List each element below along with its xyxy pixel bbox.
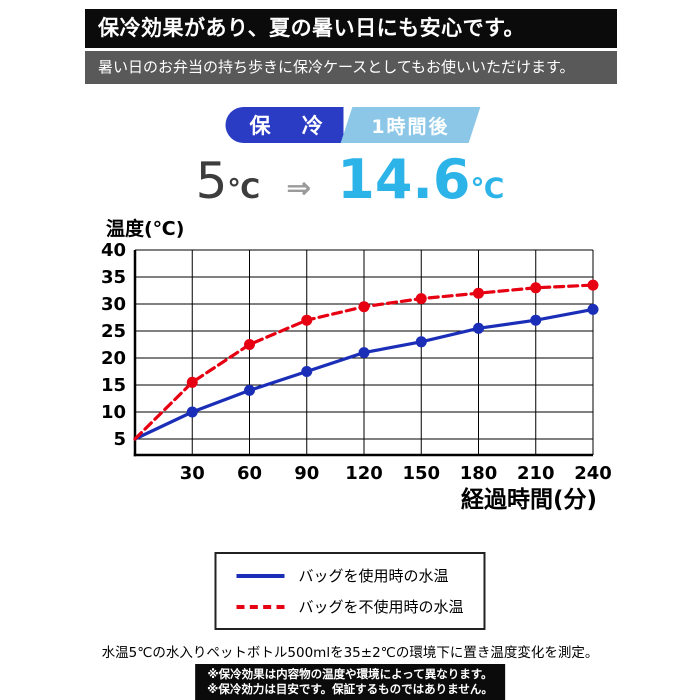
disclaimer-line-1: ※保冷効果は内容物の温度や環境によって異なります。 xyxy=(207,667,493,681)
svg-text:150: 150 xyxy=(402,463,440,484)
chart-y-axis-label: 温度(℃) xyxy=(106,218,185,240)
svg-text:60: 60 xyxy=(237,463,262,484)
legend-line-dashed xyxy=(236,604,285,609)
temperature-after-value: 14.6 xyxy=(337,148,471,211)
svg-text:25: 25 xyxy=(101,321,126,342)
disclaimer-line-2: ※保冷効力は目安です。保証するものではありません。 xyxy=(207,682,493,696)
subheadline-banner: 暑い日のお弁当の持ち歩きに保冷ケースとしてもお使いいただけます。 xyxy=(85,51,617,84)
chart-x-axis-label: 経過時間(分) xyxy=(460,487,597,513)
cooling-badge-time-label: 1時間後 xyxy=(371,115,450,138)
headline-banner: 保冷効果があり、夏の暑い日にも安心です。 xyxy=(85,9,617,48)
legend-line-solid xyxy=(236,573,285,578)
cooling-badge-time: 1時間後 xyxy=(340,107,481,143)
svg-text:210: 210 xyxy=(517,463,555,484)
cooling-badge: 保 冷 1時間後 xyxy=(225,107,481,143)
svg-text:180: 180 xyxy=(460,463,498,484)
chart-legend: バッグを使用時の水温 バッグを不使用時の水温 xyxy=(214,552,486,630)
svg-text:20: 20 xyxy=(101,348,126,369)
arrow-icon: ⇒ xyxy=(286,171,312,206)
measurement-method-note: 水温5℃の水入りペットボトル500mlを35±2℃の環境下に置き温度変化を測定。 xyxy=(101,645,599,661)
legend-label-used: バッグを使用時の水温 xyxy=(298,567,449,585)
svg-text:10: 10 xyxy=(101,402,126,423)
svg-text:120: 120 xyxy=(345,463,383,484)
svg-text:35: 35 xyxy=(101,267,126,288)
temperature-after-unit: ℃ xyxy=(470,172,505,205)
temperature-before-value: 5 xyxy=(195,152,228,210)
temperature-line-chart: 5 10 15 20 25 30 35 40 30 60 90 120 150 180 210 240 xyxy=(101,240,612,484)
temperature-before-unit: ℃ xyxy=(227,174,261,205)
legend-row-used: バッグを使用時の水温 xyxy=(236,565,463,586)
svg-text:30: 30 xyxy=(180,463,205,484)
temperature-before: 5℃ xyxy=(196,152,261,210)
svg-text:15: 15 xyxy=(101,375,126,396)
svg-text:240: 240 xyxy=(574,463,612,484)
svg-text:5: 5 xyxy=(113,429,126,450)
legend-row-unused: バッグを不使用時の水温 xyxy=(236,596,464,617)
legend-label-unused: バッグを不使用時の水温 xyxy=(298,598,464,616)
svg-text:90: 90 xyxy=(294,463,319,484)
cooling-badge-label: 保 冷 xyxy=(225,107,344,143)
disclaimer-box: ※保冷効果は内容物の温度や環境によって異なります。 ※保冷効力は目安です。保証す… xyxy=(195,664,505,700)
svg-text:30: 30 xyxy=(101,294,126,315)
svg-text:40: 40 xyxy=(101,240,126,261)
temperature-after: 14.6℃ xyxy=(337,148,504,211)
temperature-comparison: 5℃ ⇒ 14.6℃ xyxy=(0,148,700,211)
